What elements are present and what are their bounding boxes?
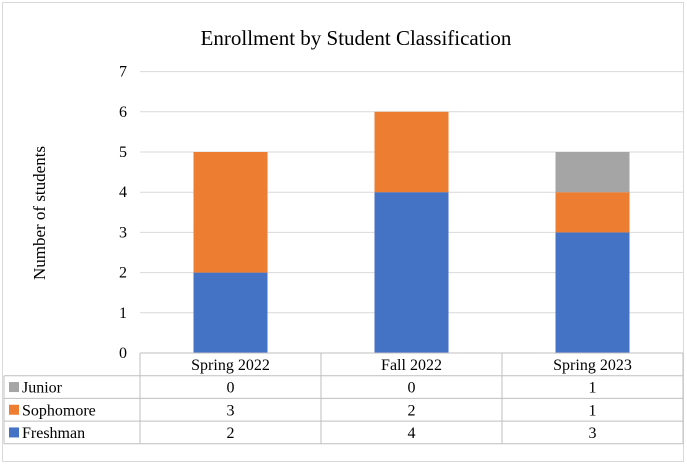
y-tick-label: 4 — [119, 184, 127, 201]
x-category-label: Fall 2022 — [381, 357, 442, 374]
legend-key-junior — [9, 382, 19, 393]
y-tick-label: 6 — [119, 104, 127, 121]
y-tick-labels: 0 1 2 3 4 5 6 7 — [119, 64, 127, 362]
bar-sophomore — [193, 152, 268, 273]
y-tick-label: 3 — [119, 224, 127, 241]
bar-junior — [555, 152, 630, 193]
y-tick-label: 0 — [119, 345, 127, 362]
bar-sophomore — [555, 192, 630, 233]
bar-sophomore — [374, 111, 449, 193]
y-tick-label: 2 — [119, 265, 127, 282]
legend-label: Sophomore — [22, 402, 96, 419]
y-tick-label: 1 — [119, 305, 127, 322]
bar-freshman — [374, 192, 449, 353]
y-axis-label: Number of students — [30, 146, 49, 280]
table-cell-value: 2 — [408, 402, 416, 419]
legend-label: Freshman — [22, 425, 85, 442]
x-category-label: Spring 2022 — [191, 357, 270, 374]
bar-freshman — [193, 272, 268, 353]
bars — [193, 111, 630, 353]
legend-key-freshman — [9, 427, 19, 438]
legend-label: Junior — [22, 380, 63, 397]
table-cell-value: 3 — [227, 402, 235, 419]
y-tick-label: 7 — [119, 64, 127, 81]
legend-key-sophomore — [9, 404, 19, 415]
y-tick-label: 5 — [119, 144, 127, 161]
table-cell-value: 0 — [227, 380, 235, 397]
data-table: Spring 2022 Fall 2022 Spring 2023 Junior 0 0 1… — [3, 352, 684, 445]
table-cell-value: 1 — [589, 402, 597, 419]
table-cell-value: 3 — [589, 425, 597, 442]
table-cell-value: 2 — [227, 425, 235, 442]
chart-title: Enrollment by Student Classification — [201, 26, 512, 50]
table-cell-value: 0 — [408, 380, 416, 397]
x-category-label: Spring 2023 — [553, 357, 632, 374]
bar-freshman — [555, 232, 630, 353]
table-cell-value: 4 — [408, 425, 416, 442]
table-cell-value: 1 — [589, 380, 597, 397]
chart-svg: Enrollment by Student Classification Num… — [3, 26, 684, 445]
